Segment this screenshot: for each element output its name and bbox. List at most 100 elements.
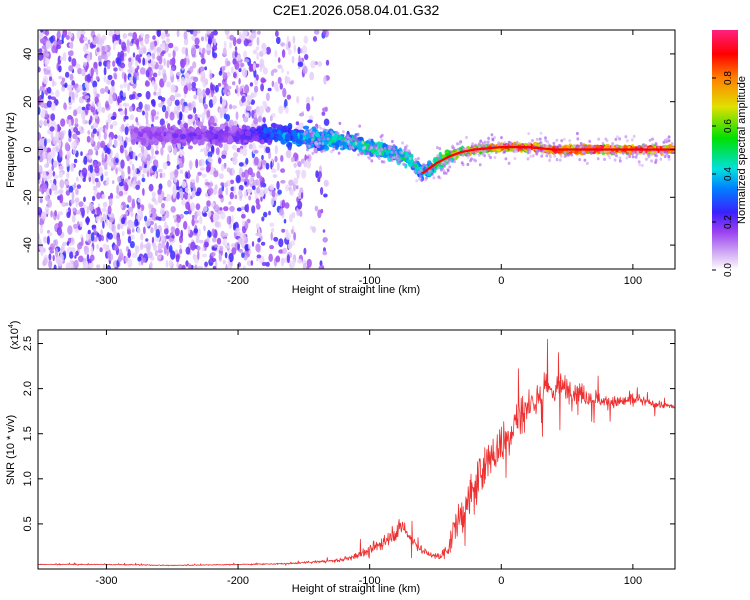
heatmap-cell bbox=[127, 248, 131, 259]
heatmap-cell bbox=[210, 84, 216, 91]
heatmap-cell bbox=[148, 183, 154, 192]
heatmap-cell bbox=[213, 170, 219, 178]
heatmap-cell bbox=[280, 168, 286, 173]
heatmap-cell bbox=[317, 177, 321, 183]
heatmap-cell bbox=[102, 243, 108, 250]
heatmap-cell bbox=[165, 120, 169, 125]
heatmap-cell bbox=[262, 117, 266, 123]
heatmap-cell bbox=[451, 144, 454, 148]
heatmap-cell bbox=[213, 244, 219, 248]
heatmap-cell bbox=[322, 30, 327, 36]
heatmap-cell bbox=[206, 145, 209, 150]
heatmap-cell bbox=[191, 190, 196, 198]
heatmap-cell bbox=[196, 210, 202, 217]
heatmap-cell bbox=[221, 164, 224, 172]
heatmap-cell bbox=[642, 143, 646, 147]
heatmap-cell bbox=[663, 150, 667, 154]
heatmap-cell bbox=[72, 148, 77, 155]
heatmap-cell bbox=[51, 102, 56, 111]
heatmap-cell bbox=[321, 142, 325, 146]
heatmap-cell bbox=[528, 151, 532, 155]
heatmap-cell bbox=[149, 261, 153, 269]
heatmap-cell bbox=[404, 155, 408, 159]
heatmap-cell bbox=[583, 152, 586, 156]
heatmap-cell bbox=[71, 214, 76, 223]
spectrogram-x-axis: -300 -200 -100 0 100 bbox=[95, 30, 642, 287]
heatmap-cell bbox=[257, 179, 261, 188]
heatmap-cell bbox=[102, 263, 106, 269]
heatmap-cell bbox=[38, 48, 43, 54]
heatmap-cell bbox=[166, 59, 170, 69]
heatmap-cell bbox=[38, 172, 41, 181]
heatmap-cell bbox=[144, 35, 150, 45]
heatmap-cell bbox=[290, 229, 294, 235]
heatmap-cell bbox=[112, 120, 118, 127]
heatmap-cell bbox=[563, 151, 567, 155]
heatmap-cell bbox=[127, 230, 131, 235]
heatmap-cell bbox=[271, 80, 275, 88]
heatmap-cell bbox=[221, 184, 225, 192]
heatmap-cell bbox=[68, 136, 72, 143]
heatmap-cell bbox=[241, 206, 246, 211]
heatmap-cell bbox=[200, 76, 205, 83]
heatmap-cell bbox=[191, 218, 195, 227]
heatmap-cell bbox=[273, 129, 278, 133]
heatmap-cell bbox=[108, 221, 113, 230]
heatmap-cell bbox=[132, 31, 138, 41]
heatmap-cell bbox=[389, 145, 392, 149]
heatmap-cell bbox=[67, 50, 74, 57]
heatmap-cell bbox=[241, 171, 246, 178]
heatmap-cell bbox=[414, 157, 418, 162]
heatmap-cell bbox=[38, 238, 42, 246]
heatmap-cell bbox=[573, 143, 576, 147]
heatmap-cell bbox=[297, 46, 301, 55]
heatmap-cell bbox=[169, 58, 174, 66]
heatmap-cell bbox=[134, 168, 137, 174]
heatmap-cell bbox=[635, 152, 639, 156]
heatmap-cell bbox=[487, 136, 490, 140]
heatmap-cell bbox=[558, 158, 562, 162]
heatmap-cell bbox=[527, 141, 531, 145]
heatmap-cell bbox=[90, 232, 95, 242]
heatmap-cell bbox=[167, 144, 172, 152]
heatmap-cell bbox=[116, 237, 121, 247]
heatmap-cell bbox=[183, 31, 188, 40]
heatmap-cell bbox=[223, 206, 229, 212]
heatmap-cell bbox=[164, 210, 170, 219]
heatmap-cell bbox=[173, 106, 179, 115]
heatmap-cell bbox=[403, 148, 407, 152]
heatmap-cell bbox=[235, 111, 239, 120]
heatmap-cell bbox=[195, 158, 199, 169]
heatmap-cell bbox=[164, 110, 169, 119]
heatmap-cell bbox=[271, 227, 275, 233]
heatmap-cell bbox=[101, 235, 104, 242]
heatmap-cell bbox=[106, 61, 111, 70]
x-tick-label: -200 bbox=[227, 275, 249, 287]
heatmap-cell bbox=[90, 246, 94, 256]
heatmap-cell bbox=[142, 155, 146, 161]
heatmap-cell bbox=[117, 176, 122, 183]
heatmap-cell bbox=[206, 110, 211, 118]
heatmap-cell bbox=[297, 161, 302, 168]
heatmap-cell bbox=[311, 131, 314, 135]
heatmap-cell bbox=[195, 235, 200, 244]
heatmap-cell bbox=[559, 154, 563, 158]
heatmap-cell bbox=[101, 194, 106, 199]
heatmap-cell bbox=[44, 206, 50, 215]
heatmap-cell bbox=[529, 154, 532, 159]
heatmap-cell bbox=[363, 145, 367, 149]
heatmap-cell bbox=[190, 241, 196, 251]
heatmap-cell bbox=[161, 50, 166, 55]
heatmap-cell bbox=[153, 91, 157, 96]
heatmap-cell bbox=[44, 114, 49, 119]
heatmap-cell bbox=[651, 137, 654, 141]
heatmap-cell bbox=[276, 180, 280, 190]
heatmap-cell bbox=[297, 192, 302, 200]
heatmap-cell bbox=[262, 100, 267, 106]
heatmap-cell bbox=[279, 82, 283, 90]
heatmap-cell bbox=[60, 246, 64, 253]
heatmap-cell bbox=[208, 187, 214, 196]
heatmap-cell bbox=[87, 229, 91, 235]
heatmap-cell bbox=[204, 261, 209, 267]
heatmap-cell bbox=[74, 117, 79, 125]
